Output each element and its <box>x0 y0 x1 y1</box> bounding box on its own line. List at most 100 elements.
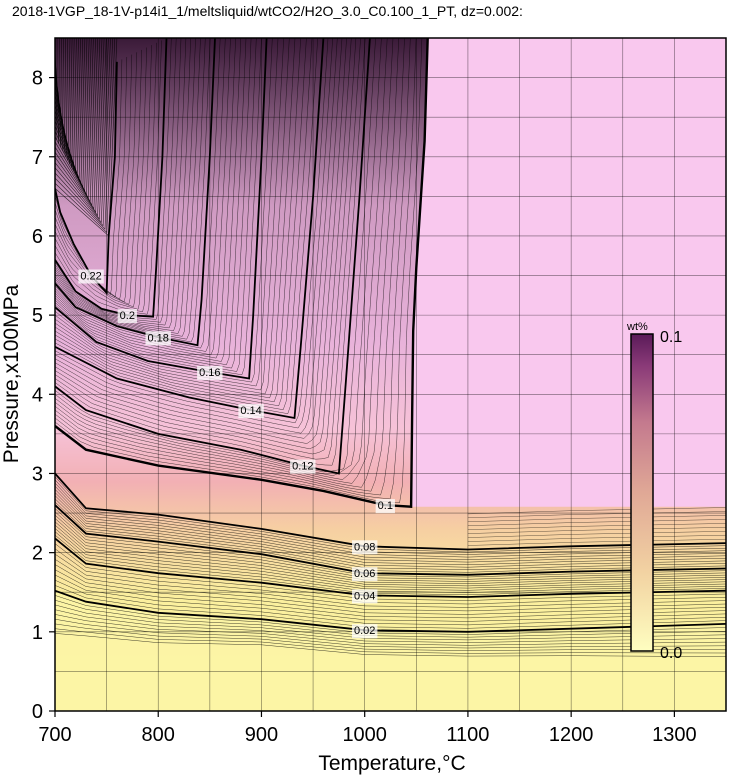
major-contour-0.2 <box>55 38 168 318</box>
minor-contour-line <box>55 52 138 303</box>
minor-contour-line <box>55 38 187 329</box>
minor-contour-line <box>55 38 296 399</box>
minor-contour-line <box>55 38 347 444</box>
contour-label-bg <box>290 459 316 474</box>
y-tick-label: 8 <box>32 68 43 90</box>
contour-label: 0.16 <box>199 367 220 379</box>
y-tick-label: 7 <box>32 147 43 169</box>
minor-contour-line <box>55 38 191 331</box>
contour-label: 0.08 <box>354 541 375 553</box>
minor-contour-line <box>55 38 226 352</box>
minor-contour-line <box>55 47 147 308</box>
y-axis-ticks: 0 1 2 3 4 5 6 7 8 <box>32 68 55 723</box>
contour-label-bg <box>238 404 264 419</box>
major-contour-0.02 <box>55 589 726 633</box>
minor-contour-line <box>55 38 313 410</box>
minor-contour-line <box>55 38 411 496</box>
major-contours: 0.02 0.04 0.06 0.08 0.1 0.12 0.14 0.16 0.18 0.2 0.… <box>55 38 726 639</box>
major-contour-0.08 <box>55 472 726 551</box>
x-tick-label: 1200 <box>549 724 594 746</box>
minor-contour-line <box>55 38 252 369</box>
major-contour-0.14 <box>55 38 325 420</box>
x-tick-label: 1000 <box>342 724 387 746</box>
minor-contour-line <box>55 49 142 305</box>
minor-contour-line <box>55 38 211 343</box>
minor-contour-line <box>55 38 103 214</box>
high-co2-region <box>411 38 726 507</box>
contour-label: 0.02 <box>354 625 375 637</box>
minor-contour-line <box>55 38 221 349</box>
major-contour-0.06 <box>55 504 726 576</box>
minor-contour-line <box>55 38 231 356</box>
colorbar-max-label: 0.1 <box>660 329 682 346</box>
contour-label-bg <box>117 309 137 324</box>
minor-contour-line <box>55 38 405 492</box>
colorbar: wt% 0.1 0.0 <box>626 321 682 662</box>
x-axis-label: Temperature,°C <box>318 752 465 775</box>
low-co2-region <box>55 590 726 711</box>
minor-contour-line <box>55 38 101 210</box>
minor-contour-line <box>55 38 394 484</box>
contour-label: 0.1 <box>378 500 393 512</box>
minor-contour-line <box>55 38 352 450</box>
minor-contour-line <box>55 38 196 334</box>
major-contour-0.22 <box>55 61 118 296</box>
colorbar-unit-label: wt% <box>626 321 648 333</box>
minor-contour-line <box>55 38 357 455</box>
plot-frame <box>54 37 727 712</box>
x-tick-label: 800 <box>142 724 175 746</box>
contour-label-bg <box>351 540 378 555</box>
minor-contour-line <box>55 38 262 376</box>
x-axis-ticks: 700 800 900 1000 1100 1200 1300 <box>38 711 697 746</box>
minor-contour-line <box>55 38 290 395</box>
minor-contour-line <box>55 38 172 320</box>
contour-label-bg <box>351 589 378 604</box>
minor-contour-line <box>55 38 107 220</box>
contour-label-bg <box>351 567 378 582</box>
minor-contour-line <box>55 59 123 295</box>
minor-contour-line <box>55 38 279 387</box>
x-tick-label: 1100 <box>446 724 489 746</box>
chart-title: 2018-1VGP_18-1V-p14i1_1/meltsliquid/wtCO… <box>12 3 523 19</box>
minor-contour-line <box>55 38 182 326</box>
minor-contour-line <box>55 38 105 217</box>
contour-label: 0.06 <box>354 568 375 580</box>
contour-label-bg <box>145 331 171 346</box>
minor-contour-line <box>55 38 400 488</box>
minor-contour-line <box>55 38 247 366</box>
minor-contour-line <box>55 38 318 414</box>
contour-label: 0.14 <box>240 405 261 417</box>
major-contour-0.18 <box>55 38 216 347</box>
x-tick-label: 700 <box>38 724 71 746</box>
contour-label-bg <box>78 269 104 284</box>
minor-contour-line <box>55 38 361 460</box>
y-tick-label: 1 <box>32 622 43 644</box>
minor-contour-line <box>55 38 417 500</box>
contour-label-bg <box>351 624 378 639</box>
minor-contour-line <box>55 38 388 480</box>
minor-contour-line <box>55 38 338 434</box>
plot-area: 0.02 0.04 0.06 0.08 0.1 0.12 0.14 0.16 0.18 0.2 0.… <box>55 38 726 711</box>
minor-contour-line <box>55 38 329 424</box>
minor-contour-line <box>55 38 109 224</box>
colorbar-gradient <box>630 333 654 652</box>
contour-label: 0.22 <box>80 271 101 283</box>
contour-label: 0.18 <box>147 332 168 344</box>
minor-contour-line <box>55 38 333 429</box>
y-tick-label: 5 <box>32 305 43 327</box>
y-tick-label: 0 <box>32 701 43 723</box>
x-tick-label: 1300 <box>652 724 697 746</box>
colorbar-min-label: 0.0 <box>660 645 682 662</box>
x-tick-label: 900 <box>245 724 278 746</box>
minor-contour-line <box>55 45 152 310</box>
contour-label: 0.2 <box>120 310 135 322</box>
minor-contour-line <box>55 38 242 362</box>
major-contour-0.16 <box>55 38 268 380</box>
y-tick-label: 3 <box>32 463 43 485</box>
y-tick-label: 4 <box>32 384 43 406</box>
minor-contour-line <box>55 38 307 407</box>
minor-contour-line <box>55 38 111 227</box>
y-tick-label: 2 <box>32 543 43 565</box>
contour-label-bg <box>375 499 395 514</box>
